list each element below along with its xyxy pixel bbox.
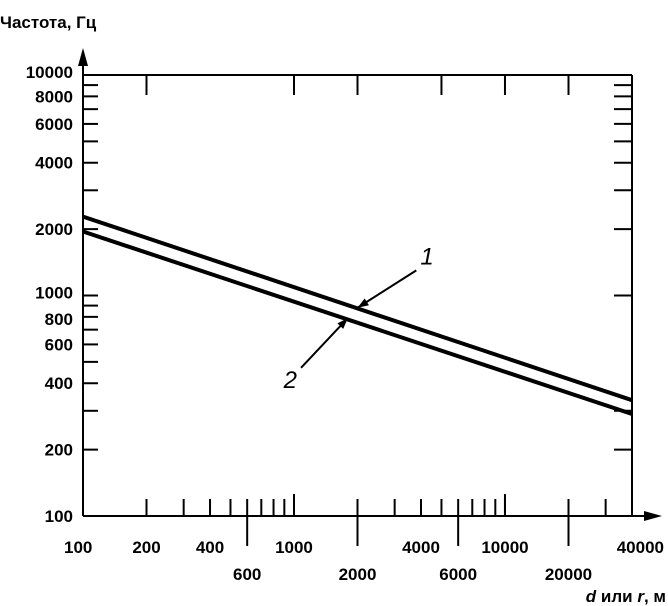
y-tick-label: 100 — [45, 507, 73, 526]
y-tick-label: 6000 — [35, 115, 73, 134]
x-tick-label: 4000 — [402, 538, 440, 557]
x-tick-label: 40000 — [617, 538, 664, 557]
x-tick-label: 200 — [132, 538, 160, 557]
curve-label-2: 2 — [283, 367, 297, 394]
x-tick-label-lower: 600 — [233, 565, 261, 584]
x-tick-label-lower: 6000 — [439, 565, 477, 584]
x-axis-title-part: r — [637, 587, 645, 606]
annotation-leader — [300, 317, 349, 369]
y-tick-label: 200 — [45, 441, 73, 460]
y-tick-label: 2000 — [35, 220, 73, 239]
x-tick-label-lower: 20000 — [545, 565, 592, 584]
y-tick-label: 400 — [45, 374, 73, 393]
x-axis-arrow — [644, 511, 662, 521]
y-tick-label: 1000 — [35, 284, 73, 303]
y-tick-label: 600 — [45, 335, 73, 354]
x-axis-title-part: или — [596, 587, 637, 606]
curve-label-1: 1 — [420, 243, 433, 270]
annotation-arrowhead — [337, 318, 348, 329]
x-tick-label: 10000 — [481, 538, 528, 557]
series-line-2 — [82, 229, 633, 416]
y-tick-label: 8000 — [35, 87, 73, 106]
x-axis-title-part: d — [586, 587, 597, 606]
annotation-arrowhead — [357, 298, 369, 308]
x-tick-label: 1000 — [275, 538, 313, 557]
y-axis-title: Частота, Гц — [0, 13, 97, 32]
y-tick-label: 10000 — [26, 63, 73, 82]
series-line-1 — [82, 214, 633, 403]
y-tick-label: 800 — [45, 310, 73, 329]
x-tick-label: 100 — [64, 538, 92, 557]
y-tick-label: 4000 — [35, 154, 73, 173]
x-axis-title-part: , м — [644, 587, 666, 606]
x-tick-label-lower: 2000 — [339, 565, 377, 584]
annotation-leader — [356, 269, 417, 309]
y-axis-arrow — [78, 48, 88, 66]
x-axis-title: d или r, м — [586, 587, 666, 606]
x-tick-label: 400 — [196, 538, 224, 557]
